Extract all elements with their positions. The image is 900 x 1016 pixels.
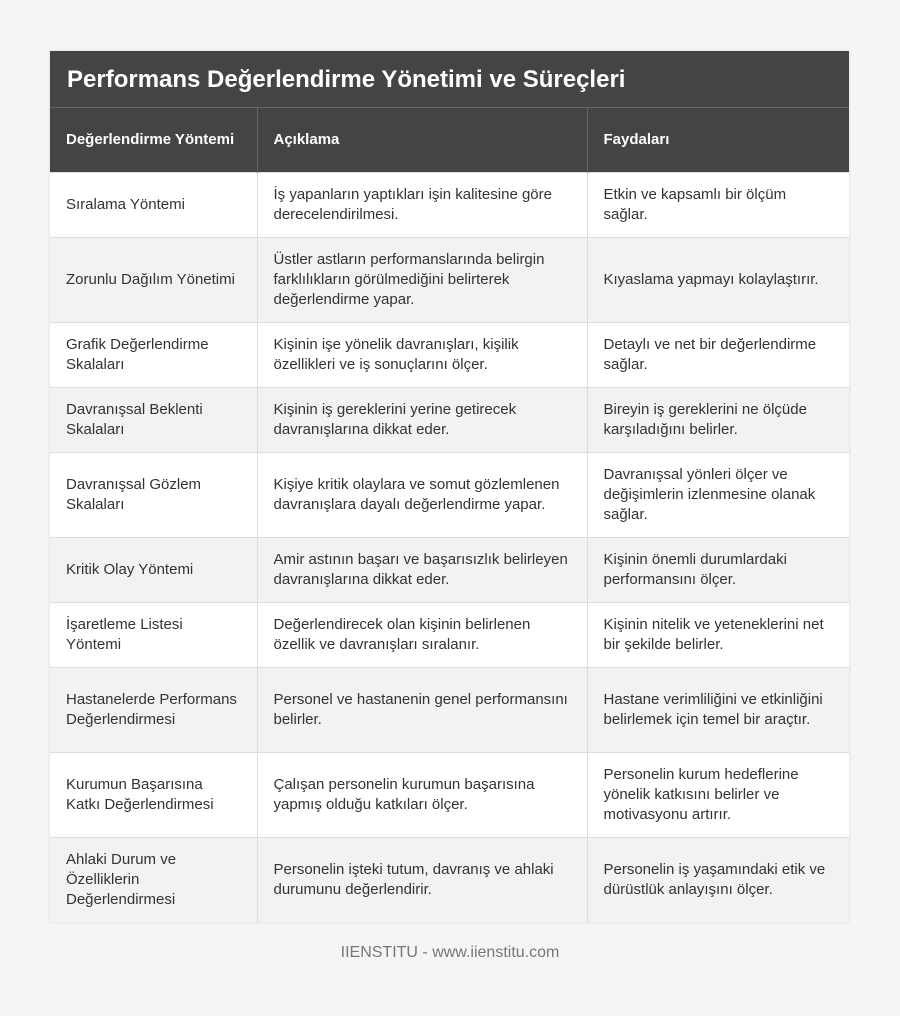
table-row: Zorunlu Dağılım Yönetimi Üstler astların … <box>50 237 849 323</box>
cell-description: Kişiye kritik olaylara ve somut gözlemle… <box>257 452 588 538</box>
cell-description: Kişinin iş gereklerini yerine getirecek … <box>257 387 588 453</box>
column-header-method: Değerlendirme Yöntemi <box>50 108 258 173</box>
cell-benefits: Detaylı ve net bir değerlendirme sağlar. <box>587 322 849 388</box>
cell-description: Personel ve hastanenin genel performansı… <box>257 667 588 753</box>
cell-description: Çalışan personelin kurumun başarısına ya… <box>257 752 588 838</box>
table-title: Performans Değerlendirme Yönetimi ve Sür… <box>50 51 849 108</box>
table-header-row: Değerlendirme Yöntemi Açıklama Faydaları <box>50 108 849 173</box>
cell-benefits: Kişinin nitelik ve yeteneklerini net bir… <box>587 602 849 668</box>
table-row: Davranışsal Gözlem Skalaları Kişiye kriti… <box>50 452 849 538</box>
cell-benefits: Kişinin önemli durumlardaki performansın… <box>587 537 849 603</box>
column-header-description: Açıklama <box>257 108 588 173</box>
cell-description: Personelin işteki tutum, davranış ve ahl… <box>257 837 588 922</box>
cell-description: Kişinin işe yönelik davranışları, kişili… <box>257 322 588 388</box>
table-row: Kritik Olay Yöntemi Amir astının başarı v… <box>50 537 849 603</box>
cell-benefits: Etkin ve kapsamlı bir ölçüm sağlar. <box>587 172 849 238</box>
cell-method: Grafik Değerlendirme Skalaları <box>50 322 258 388</box>
cell-description: Amir astının başarı ve başarısızlık beli… <box>257 537 588 603</box>
cell-method: Hastanelerde Performans Değerlendirmesi <box>50 667 258 753</box>
cell-description: Üstler astların performanslarında belirg… <box>257 237 588 323</box>
cell-method: Davranışsal Gözlem Skalaları <box>50 452 258 538</box>
cell-benefits: Hastane verimliliğini ve etkinliğini bel… <box>587 667 849 753</box>
cell-method: Zorunlu Dağılım Yönetimi <box>50 237 258 323</box>
cell-benefits: Bireyin iş gereklerini ne ölçüde karşıla… <box>587 387 849 453</box>
table-row: Ahlaki Durum ve Özelliklerin Değerlendir… <box>50 837 849 922</box>
cell-benefits: Personelin kurum hedeflerine yönelik kat… <box>587 752 849 838</box>
cell-method: Kurumun Başarısına Katkı Değerlendirmesi <box>50 752 258 838</box>
table-row: İşaretleme Listesi Yöntemi Değerlendirece… <box>50 602 849 668</box>
table-row: Davranışsal Beklenti Skalaları Kişinin iş… <box>50 387 849 453</box>
cell-description: Değerlendirecek olan kişinin belirlenen … <box>257 602 588 668</box>
footer-credit: IIENSTITU - www.iienstitu.com <box>340 944 560 961</box>
column-header-benefits: Faydaları <box>587 108 849 173</box>
cell-description: İş yapanların yaptıkları işin kalitesine… <box>257 172 588 238</box>
cell-method: Davranışsal Beklenti Skalaları <box>50 387 258 453</box>
cell-method: Sıralama Yöntemi <box>50 172 258 238</box>
cell-benefits: Davranışsal yönleri ölçer ve değişimleri… <box>587 452 849 538</box>
cell-benefits: Kıyaslama yapmayı kolaylaştırır. <box>587 237 849 323</box>
table-row: Grafik Değerlendirme Skalaları Kişinin iş… <box>50 322 849 388</box>
cell-method: Ahlaki Durum ve Özelliklerin Değerlendir… <box>50 837 258 922</box>
cell-method: İşaretleme Listesi Yöntemi <box>50 602 258 668</box>
table-row: Sıralama Yöntemi İş yapanların yaptıkları… <box>50 172 849 238</box>
evaluation-table: Değerlendirme Yöntemi Açıklama Faydaları… <box>50 108 849 922</box>
table-row: Hastanelerde Performans Değerlendirmesi P… <box>50 667 849 753</box>
cell-method: Kritik Olay Yöntemi <box>50 537 258 603</box>
cell-benefits: Personelin iş yaşamındaki etik ve dürüst… <box>587 837 849 922</box>
evaluation-table-card: Performans Değerlendirme Yönetimi ve Sür… <box>50 51 849 922</box>
table-row: Kurumun Başarısına Katkı Değerlendirmesi… <box>50 752 849 838</box>
